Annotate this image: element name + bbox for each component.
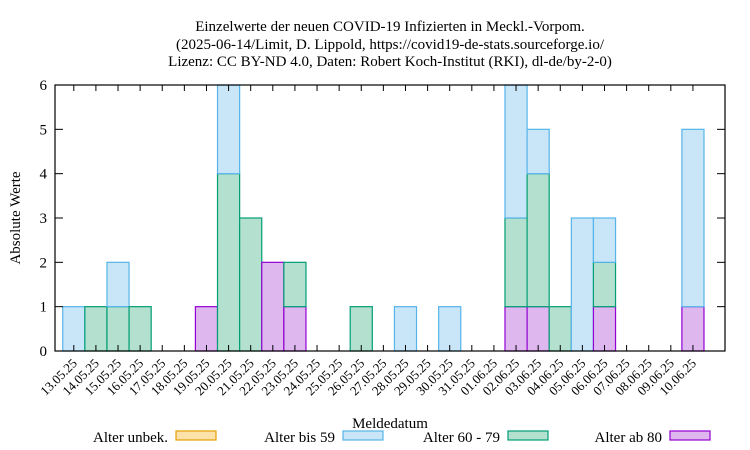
legend-label: Alter bis 59 bbox=[264, 430, 335, 446]
legend-swatch bbox=[669, 430, 711, 441]
y-tick-label: 3 bbox=[40, 211, 48, 227]
bar-segment bbox=[194, 306, 219, 352]
y-tick-label: 4 bbox=[40, 167, 48, 183]
bar-segment bbox=[261, 261, 285, 352]
legend-swatch bbox=[342, 430, 384, 441]
bar-segment bbox=[239, 217, 263, 352]
chart-title: Einzelwerte der neuen COVID-19 Infiziert… bbox=[168, 19, 612, 70]
bar-segment bbox=[592, 306, 617, 352]
bar-segment bbox=[592, 261, 617, 308]
legend-label: Alter unbek. bbox=[93, 430, 168, 446]
bar-segment bbox=[548, 306, 572, 352]
legend: Alter unbek. Alter bis 59 Alter 60 - 79 Alt… bbox=[93, 430, 711, 446]
legend-swatch bbox=[507, 430, 549, 441]
bar-segment bbox=[106, 306, 130, 352]
bar-segment bbox=[128, 306, 152, 352]
bar-segment bbox=[283, 261, 307, 308]
legend-swatch bbox=[175, 430, 217, 441]
bar-segment bbox=[526, 128, 550, 175]
y-tick-label: 2 bbox=[40, 255, 48, 271]
legend-label: Alter 60 - 79 bbox=[423, 430, 500, 446]
bar-segment bbox=[504, 217, 528, 308]
bar-segment bbox=[681, 306, 705, 352]
bar-segment bbox=[106, 261, 130, 308]
y-axis-label: Absolute Werte bbox=[8, 171, 24, 264]
bar-segment bbox=[681, 128, 705, 308]
y-tick-label: 1 bbox=[40, 300, 48, 316]
bar-segment bbox=[216, 84, 241, 175]
bar-segment bbox=[504, 306, 528, 352]
bar-segment bbox=[283, 306, 307, 352]
bar-segment bbox=[216, 173, 241, 352]
x-axis-label: Meldedatum bbox=[352, 416, 428, 432]
y-tick-label: 6 bbox=[40, 78, 48, 94]
bar-segment bbox=[526, 306, 550, 352]
bar-segment bbox=[438, 306, 462, 352]
bar-segment bbox=[592, 217, 617, 263]
bars-layer bbox=[62, 84, 705, 352]
title-line-2: (2025-06-14/Limit, D. Lippold, https://c… bbox=[176, 37, 605, 53]
bar-segment bbox=[570, 217, 595, 352]
bar-segment bbox=[393, 306, 418, 352]
bar-segment bbox=[349, 306, 373, 352]
y-tick-label: 0 bbox=[40, 344, 48, 360]
title-line-3: Lizenz: CC BY-ND 4.0, Daten: Robert Koch… bbox=[168, 54, 612, 70]
legend-label: Alter ab 80 bbox=[595, 430, 662, 446]
y-axis-ticks: 0 1 2 3 4 5 6 bbox=[40, 78, 725, 360]
title-line-1: Einzelwerte der neuen COVID-19 Infiziert… bbox=[195, 19, 585, 35]
bar-segment bbox=[62, 306, 86, 352]
bar-segment bbox=[84, 306, 108, 352]
bar-segment bbox=[526, 173, 550, 308]
bar-segment bbox=[504, 84, 528, 219]
y-tick-label: 5 bbox=[40, 122, 48, 138]
plot-frame bbox=[54, 84, 726, 352]
